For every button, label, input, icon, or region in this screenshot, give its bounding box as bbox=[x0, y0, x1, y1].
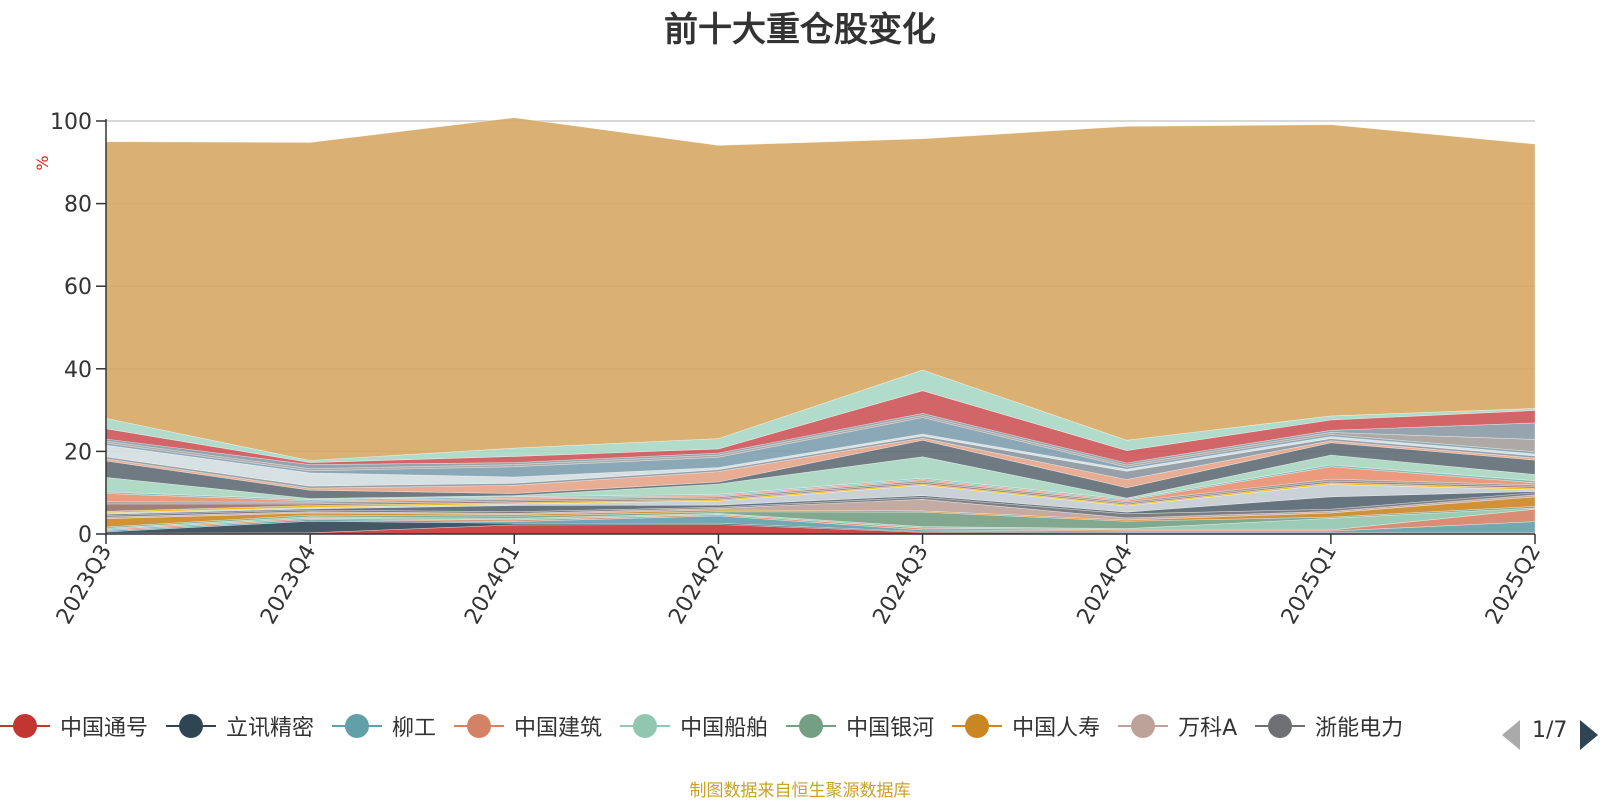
legend-marker-icon bbox=[454, 713, 505, 739]
legend-item[interactable]: 中国人寿 bbox=[952, 710, 1100, 742]
chart-title: 前十大重仓股变化 bbox=[664, 10, 936, 50]
legend-next-icon[interactable] bbox=[1580, 720, 1598, 750]
x-tick-label: 2024Q1 bbox=[460, 541, 525, 629]
legend-item[interactable]: 柳工 bbox=[332, 710, 436, 742]
stacked-area-chart: 0 20 40 60 80 100% 2023Q3 2023Q4 2024Q1 2024Q2 202… bbox=[33, 110, 1546, 629]
x-tick-label: 2023Q3 bbox=[52, 541, 117, 629]
legend-label: 中国通号 bbox=[60, 716, 149, 741]
legend-marker-icon bbox=[1118, 713, 1169, 739]
y-tick-label: 40 bbox=[64, 358, 92, 383]
legend-marker-icon bbox=[1255, 713, 1306, 739]
x-tick-label: 2023Q4 bbox=[256, 541, 321, 629]
x-tick-label: 2024Q2 bbox=[664, 541, 729, 629]
legend-item[interactable]: 浙能电力 bbox=[1255, 710, 1403, 742]
x-tick-label: 2024Q4 bbox=[1073, 541, 1138, 629]
x-tick-label: 2024Q3 bbox=[868, 541, 933, 629]
legend-label: 立讯精密 bbox=[226, 716, 315, 741]
legend-pager: 1/7 bbox=[1500, 712, 1600, 752]
legend-marker-icon bbox=[952, 713, 1003, 739]
legend-marker-icon bbox=[786, 713, 837, 739]
legend-marker-icon bbox=[332, 713, 383, 739]
legend-item[interactable]: 中国建筑 bbox=[454, 710, 602, 742]
legend-item[interactable]: 中国通号 bbox=[0, 710, 148, 742]
x-tick-label: 2025Q2 bbox=[1481, 541, 1546, 629]
legend-label: 柳工 bbox=[392, 716, 437, 741]
area-series bbox=[105, 117, 1536, 535]
legend-item[interactable]: 中国银河 bbox=[786, 710, 934, 742]
legend-page-indicator: 1/7 bbox=[1532, 718, 1568, 743]
legend-label: 浙能电力 bbox=[1315, 716, 1404, 741]
source-note: 制图数据来自恒生聚源数据库 bbox=[689, 781, 911, 801]
x-tick-label: 2025Q1 bbox=[1277, 541, 1342, 629]
legend-prev-icon[interactable] bbox=[1502, 720, 1520, 750]
legend-item[interactable]: 立讯精密 bbox=[166, 710, 314, 742]
area-series-27 bbox=[105, 117, 1536, 461]
legend-label: 中国建筑 bbox=[514, 716, 603, 741]
legend-label: 中国船舶 bbox=[680, 716, 769, 741]
legend-label: 中国银河 bbox=[846, 716, 935, 741]
y-tick-label: 60 bbox=[64, 275, 92, 300]
legend-marker-icon bbox=[0, 713, 50, 739]
y-axis-label: % bbox=[33, 155, 52, 170]
y-tick-label: 80 bbox=[64, 193, 92, 218]
y-tick-label: 0 bbox=[78, 523, 92, 548]
y-tick-label: 100 bbox=[50, 110, 92, 135]
legend-marker-icon bbox=[166, 713, 217, 739]
legend-item[interactable]: 中国船舶 bbox=[620, 710, 768, 742]
y-tick-label: 20 bbox=[64, 440, 92, 465]
legend: 中国通号 立讯精密 柳工 中国建筑 中国船舶 中国银河 中国人寿 万科A 浙能电力 bbox=[0, 710, 1486, 758]
legend-label: 万科A bbox=[1178, 716, 1238, 741]
legend-item[interactable]: 万科A bbox=[1118, 710, 1237, 742]
legend-marker-icon bbox=[620, 713, 671, 739]
legend-label: 中国人寿 bbox=[1012, 716, 1101, 741]
